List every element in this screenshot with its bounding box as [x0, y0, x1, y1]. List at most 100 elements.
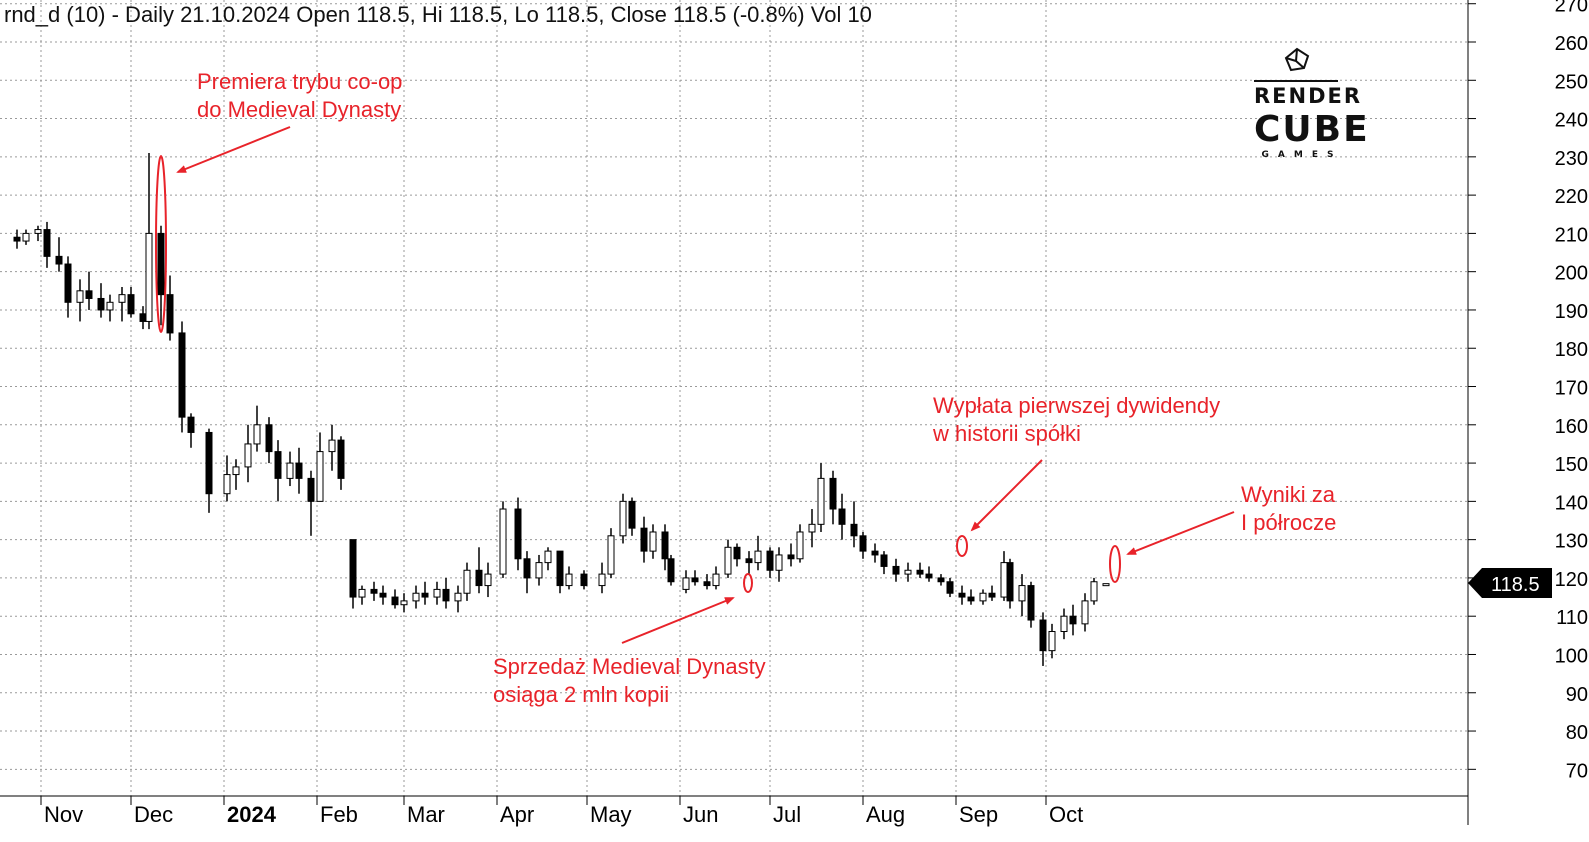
y-tick-label: 90 [1566, 684, 1588, 706]
logo-divider [1254, 80, 1338, 82]
price-bar [157, 225, 165, 326]
price-bar [463, 562, 471, 601]
price-bar-body [988, 592, 996, 598]
price-bar-body [916, 569, 924, 575]
price-bar-body [1039, 619, 1047, 652]
sales-highlight-ellipse [743, 573, 753, 593]
price-bar-body [1048, 631, 1056, 652]
price-bar-body [1081, 600, 1089, 625]
price-bar [1000, 551, 1008, 601]
sales-arrow [621, 597, 735, 644]
price-bar [925, 566, 933, 582]
chart-frame [0, 0, 1469, 825]
price-bar [796, 524, 804, 563]
price-bar-body [703, 581, 711, 587]
price-bar [1060, 608, 1068, 640]
price-bar [979, 589, 987, 605]
price-bar [43, 221, 51, 268]
price-bar [253, 405, 261, 452]
x-tick-label: Jun [683, 802, 718, 827]
price-bar [565, 566, 573, 590]
price-bar [619, 493, 627, 544]
sales-annotation: Sprzedaż Medieval Dynasty osiąga 2 mln k… [493, 653, 766, 709]
price-bar [649, 524, 657, 559]
price-bar [265, 417, 273, 464]
price-bar-body [205, 431, 213, 495]
price-bar-body [43, 229, 51, 257]
price-bar-body [787, 554, 795, 560]
price-bar [580, 570, 588, 590]
price-bar-body [682, 577, 690, 590]
price-bar [724, 539, 732, 578]
price-bar [1039, 612, 1047, 666]
price-bar [421, 581, 429, 605]
price-bar-body [871, 550, 879, 556]
results-annotation-line1: Wyniki za [1241, 482, 1335, 507]
price-bar [607, 528, 615, 578]
price-bar [127, 286, 135, 318]
price-bar [475, 547, 483, 594]
price-bar-body [433, 588, 441, 598]
price-bar [295, 447, 303, 494]
price-bar-body [817, 477, 825, 525]
dividend-annotation: Wypłata pierwszej dywidendy w historii s… [933, 392, 1220, 448]
price-bar-body [454, 592, 462, 602]
price-bar-body [55, 255, 63, 265]
price-bar [691, 570, 699, 586]
price-bar [523, 551, 531, 594]
x-tick-label: Feb [320, 802, 358, 827]
price-bar [337, 436, 345, 490]
price-bar [328, 424, 336, 471]
price-bar [145, 153, 153, 330]
price-bar [76, 279, 84, 322]
price-bar-body [766, 550, 774, 571]
price-bar [1069, 604, 1077, 636]
price-bar [958, 585, 966, 605]
price-bar-body [118, 294, 126, 303]
y-tick-label: 180 [1555, 339, 1588, 361]
price-bar [661, 524, 669, 571]
y-tick-label: 220 [1555, 186, 1588, 208]
price-bar-body [937, 577, 945, 583]
price-bar-body [295, 462, 303, 479]
price-bar [1006, 558, 1014, 609]
dividend-highlight-ellipse [956, 535, 968, 557]
y-tick-label: 120 [1555, 569, 1588, 591]
price-bar-body [514, 508, 522, 560]
price-bar-body [34, 229, 42, 234]
price-bar [391, 589, 399, 609]
price-bar-body [850, 523, 858, 537]
price-bar-body [475, 569, 483, 587]
price-bar [484, 562, 492, 598]
price-bars [13, 153, 1110, 666]
dividend-annotation-line2: w historii spółki [933, 421, 1081, 446]
price-bar-body [265, 424, 273, 453]
price-bar-body [145, 232, 153, 322]
price-bar-body [598, 573, 606, 587]
price-bar [808, 509, 816, 548]
price-bar-body [1060, 615, 1068, 633]
price-bar-body [619, 500, 627, 537]
y-tick-label: 130 [1555, 531, 1588, 553]
y-tick-label: 140 [1555, 492, 1588, 514]
price-bar [937, 574, 945, 586]
x-tick-label: Jul [773, 802, 801, 827]
x-tick-label: Sep [959, 802, 998, 827]
price-bar-body [442, 588, 450, 602]
price-bar [556, 550, 564, 594]
y-tick-label: 270 [1555, 0, 1588, 17]
price-bar-body [421, 592, 429, 598]
price-bar [829, 470, 837, 525]
price-bar-body [1027, 585, 1035, 621]
price-bar [358, 585, 366, 605]
price-bar [187, 413, 195, 448]
price-bar [1048, 623, 1056, 659]
logo-word-render: RENDER [1254, 84, 1363, 108]
price-bar [85, 271, 93, 310]
price-bar-body [904, 569, 912, 575]
price-bar [628, 497, 636, 536]
price-bar [880, 551, 888, 575]
last-price-tag-shape [1468, 568, 1552, 598]
event-markers [155, 126, 1235, 644]
